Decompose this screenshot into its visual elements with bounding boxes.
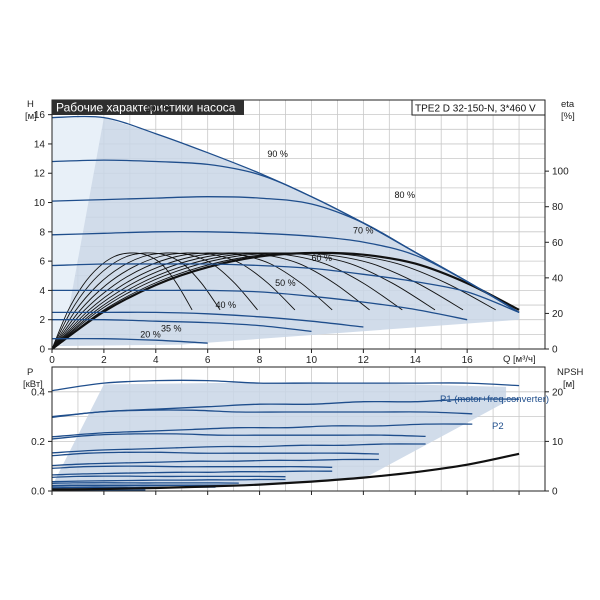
top-x-tick-label: 0 — [49, 355, 55, 366]
p2-curve — [51, 478, 286, 483]
speed-label: 70 % — [353, 225, 374, 235]
legend-p2: P2 — [492, 421, 504, 432]
legend-p1: P1 (motor+freq.converter) — [440, 394, 549, 405]
p1-curve — [51, 379, 520, 392]
top-x-tick-label: 10 — [306, 355, 318, 366]
top-y-tick-label: 2 — [39, 315, 45, 326]
chart-title-banner — [52, 100, 244, 115]
top-ylabel-right: eta — [561, 99, 575, 110]
bottom-y-tick-label: 0.2 — [31, 437, 45, 448]
bottom-y-tick-label: 0.4 — [31, 387, 45, 398]
top-unit-left: [м] — [25, 111, 37, 122]
speed-label: 35 % — [161, 323, 182, 333]
top-unit-right: [%] — [561, 111, 575, 122]
p1-curve — [51, 475, 286, 479]
top-y2-tick-label: 60 — [552, 238, 564, 249]
speed-curve — [51, 337, 208, 344]
top-y-tick-label: 8 — [39, 227, 45, 238]
top-y2-tick-label: 40 — [552, 273, 564, 284]
speed-curve — [52, 289, 468, 321]
bottom-unit-left: [кВт] — [23, 379, 43, 390]
top-x-tick-label: 4 — [153, 355, 159, 366]
speed-label: 90 % — [267, 149, 288, 159]
p1-curve — [51, 451, 379, 457]
speed-label: 40 % — [215, 300, 236, 310]
top-x-tick-label: 6 — [205, 355, 211, 366]
bottom-y2-tick-label: 0 — [552, 487, 558, 498]
top-y-tick-label: 12 — [34, 169, 46, 180]
speed-label: 80 % — [395, 190, 416, 200]
bottom-y2-tick-label: 20 — [552, 387, 564, 398]
speed-label: 60 % — [311, 253, 332, 263]
p2-curve — [51, 423, 473, 438]
speed-curve — [51, 231, 520, 313]
chart-title: Рабочие характеристики насоса — [56, 101, 236, 115]
top-x-tick-label: 14 — [410, 355, 422, 366]
top-xlabel: Q [м³/ч] — [503, 354, 536, 365]
top-y-tick-label: 6 — [39, 257, 45, 268]
eta-curve — [51, 252, 221, 350]
p1-curve — [51, 433, 426, 440]
speed-curve — [51, 318, 312, 333]
speed-label: 50 % — [275, 278, 296, 288]
bottom-ylabel-right: NPSH — [557, 367, 584, 378]
speed-label: 20 % — [140, 329, 161, 339]
top-y2-tick-label: 80 — [552, 202, 564, 213]
model-box — [411, 99, 546, 116]
top-x-tick-label: 8 — [257, 355, 263, 366]
top-y-tick-label: 0 — [39, 345, 45, 356]
eta-curve — [51, 252, 193, 350]
p1-curve — [51, 409, 473, 419]
top-ylabel-left: H — [27, 99, 34, 110]
bottom-unit-right: [м] — [563, 379, 575, 390]
top-y-tick-label: 14 — [34, 139, 46, 150]
bottom-chart: P [кВт] NPSH [м] P1 (motor+freq.converte… — [23, 366, 584, 498]
bottom-ylabel-left: P — [27, 367, 33, 378]
top-y-tick-label: 4 — [39, 286, 45, 297]
bottom-y2-tick-label: 10 — [552, 437, 564, 448]
top-y2-tick-label: 0 — [552, 345, 558, 356]
speed-curve — [52, 311, 364, 328]
top-y2-tick-label: 100 — [552, 167, 569, 178]
top-x-tick-label: 12 — [358, 355, 370, 366]
operating-area-light — [52, 117, 104, 347]
top-y2-tick-label: 20 — [552, 309, 564, 320]
eta-curve — [51, 252, 436, 350]
top-chart: Рабочие характеристики насоса TPE2 D 32-… — [25, 99, 575, 366]
top-x-tick-label: 2 — [101, 355, 107, 366]
p1-curve — [51, 482, 239, 485]
eta-curve — [51, 252, 258, 350]
bottom-y-tick-label: 0.0 — [31, 487, 45, 498]
speed-curve — [51, 263, 520, 314]
eta-curve — [51, 252, 296, 350]
top-y-tick-label: 16 — [34, 110, 46, 121]
p1-curve — [51, 465, 333, 469]
model-name: TPE2 D 32-150-N, 3*460 V — [415, 104, 536, 115]
npsh-curve — [51, 452, 520, 491]
eta-curve — [51, 252, 333, 350]
p2-curve — [51, 458, 379, 467]
speed-label: 100 % — [145, 104, 171, 114]
top-y-tick-label: 10 — [34, 198, 46, 209]
top-x-tick-label: 16 — [462, 355, 474, 366]
p2-curve — [51, 470, 333, 476]
p2-curve — [51, 443, 426, 454]
